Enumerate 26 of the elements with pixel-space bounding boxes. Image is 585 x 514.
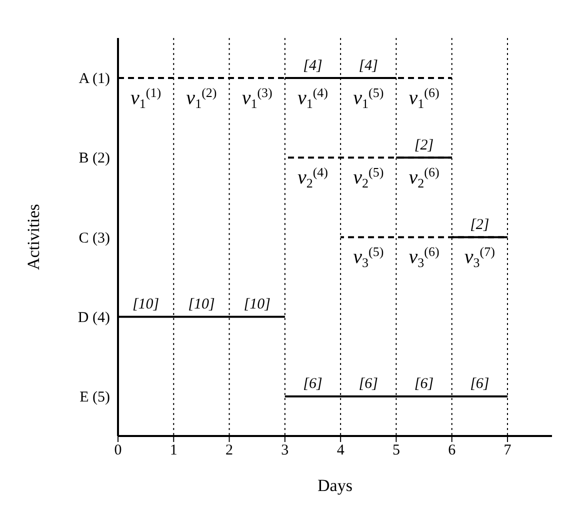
annotation: [10] xyxy=(132,296,160,313)
x-tick-label: 5 xyxy=(392,442,400,459)
y-tick-label: E (5) xyxy=(80,390,110,406)
annotation: [6] xyxy=(303,376,322,392)
x-tick-label: 0 xyxy=(114,442,122,459)
x-tick-label: 7 xyxy=(504,442,512,459)
y-tick-label: D (4) xyxy=(78,310,110,326)
x-tick-label: 2 xyxy=(226,442,234,459)
annotation: [2] xyxy=(470,217,490,233)
x-tick-label: 6 xyxy=(448,442,456,459)
annotation: [4] xyxy=(358,58,378,74)
annotation: [6] xyxy=(358,376,378,392)
annotation: [4] xyxy=(303,58,322,74)
y-tick-label: B (2) xyxy=(78,150,110,167)
annotation: [6] xyxy=(470,376,490,392)
y-axis-title: Activities xyxy=(24,204,44,270)
annotation: [10] xyxy=(188,296,215,313)
x-axis-title: Days xyxy=(318,476,352,495)
y-tick-label: C (3) xyxy=(78,230,110,246)
annotation: [6] xyxy=(414,376,434,392)
x-tick-label: 1 xyxy=(170,442,178,459)
y-tick-label: A (1) xyxy=(78,71,110,88)
x-tick-label: 4 xyxy=(336,442,345,459)
x-tick-label: 3 xyxy=(281,442,289,459)
annotation: [2] xyxy=(414,137,434,154)
annotation: [10] xyxy=(244,296,271,313)
